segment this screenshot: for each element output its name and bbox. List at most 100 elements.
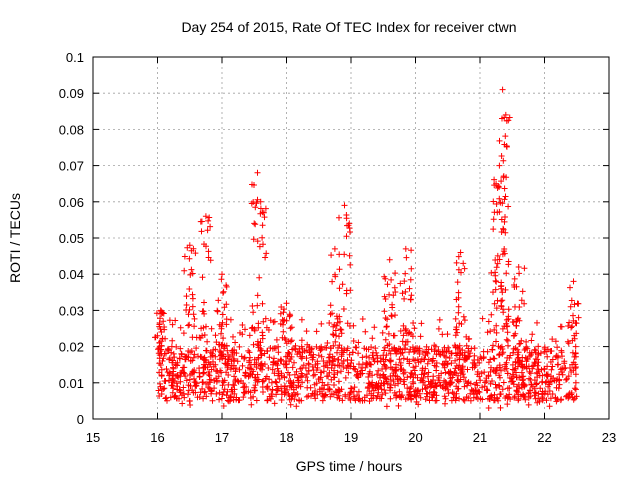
data-point	[572, 379, 579, 386]
data-point	[303, 328, 310, 335]
data-point	[335, 356, 342, 363]
data-point	[441, 344, 448, 351]
data-point	[205, 248, 212, 255]
data-point	[466, 353, 473, 360]
data-point	[161, 350, 168, 357]
data-point	[336, 342, 343, 349]
data-point	[387, 384, 394, 391]
data-point	[192, 250, 199, 257]
data-point	[251, 387, 258, 394]
data-point	[445, 390, 452, 397]
data-point	[204, 227, 211, 234]
data-point	[549, 363, 556, 370]
data-point	[510, 345, 517, 352]
data-point	[504, 395, 511, 402]
data-point	[223, 361, 229, 368]
data-point	[189, 387, 196, 394]
data-point	[364, 392, 370, 399]
data-point	[331, 382, 337, 388]
data-point	[202, 213, 209, 220]
data-point	[343, 215, 350, 222]
data-point	[230, 333, 236, 340]
data-point	[224, 347, 231, 354]
data-point	[318, 320, 325, 327]
data-point	[355, 339, 362, 346]
data-point	[535, 350, 542, 357]
data-point	[382, 374, 389, 381]
data-point	[219, 311, 226, 318]
data-point	[231, 373, 238, 380]
data-point	[253, 364, 260, 371]
data-point	[544, 371, 551, 378]
data-point	[381, 308, 388, 315]
data-point	[492, 269, 499, 276]
data-point	[491, 326, 498, 333]
data-point	[435, 325, 442, 332]
data-point	[415, 387, 422, 394]
data-point	[287, 325, 294, 332]
data-point	[216, 389, 223, 396]
data-point	[254, 292, 261, 299]
data-point	[561, 360, 568, 367]
data-point	[251, 220, 258, 227]
data-point	[453, 383, 460, 390]
data-point	[494, 260, 501, 267]
data-point	[174, 386, 180, 393]
data-point	[531, 377, 538, 384]
data-point	[399, 290, 406, 297]
data-point	[255, 342, 262, 349]
data-point	[444, 360, 451, 367]
data-point	[331, 355, 338, 362]
data-point	[260, 318, 267, 325]
data-point	[402, 327, 409, 334]
data-point	[368, 361, 375, 368]
data-point	[203, 380, 210, 387]
data-point	[214, 308, 221, 315]
data-point	[220, 289, 226, 296]
data-point	[547, 395, 554, 402]
data-point	[190, 245, 197, 252]
data-point	[485, 405, 492, 411]
data-point	[347, 389, 354, 396]
data-point	[572, 350, 579, 356]
x-tick-label: 18	[279, 430, 293, 445]
data-point	[384, 316, 391, 323]
data-point	[158, 338, 164, 345]
data-point	[304, 384, 311, 391]
data-point	[205, 371, 212, 378]
data-point	[505, 261, 512, 268]
data-point	[200, 324, 207, 331]
data-point	[491, 300, 498, 307]
data-point	[359, 316, 366, 322]
data-point	[308, 345, 315, 352]
data-point	[409, 370, 415, 377]
data-point	[510, 319, 517, 326]
data-point	[294, 351, 301, 358]
data-point	[453, 324, 460, 331]
data-point	[279, 334, 286, 341]
data-point	[424, 360, 431, 367]
data-point	[185, 382, 192, 389]
data-point	[432, 397, 439, 404]
data-point	[398, 366, 405, 372]
data-point	[177, 345, 184, 352]
data-point	[315, 352, 322, 359]
data-point	[186, 321, 193, 328]
data-point	[382, 390, 389, 397]
data-point	[213, 390, 220, 397]
data-point	[501, 366, 508, 373]
data-point	[278, 391, 285, 398]
data-point	[328, 365, 335, 371]
data-point	[392, 270, 399, 277]
data-point	[534, 319, 540, 326]
data-point	[503, 270, 510, 277]
data-point	[264, 397, 271, 404]
data-point	[231, 382, 238, 389]
data-point	[248, 401, 255, 408]
data-point	[455, 378, 462, 385]
data-point	[194, 394, 201, 401]
data-point	[569, 361, 576, 368]
data-point	[458, 321, 465, 327]
data-point	[442, 395, 449, 402]
data-point	[534, 356, 541, 363]
